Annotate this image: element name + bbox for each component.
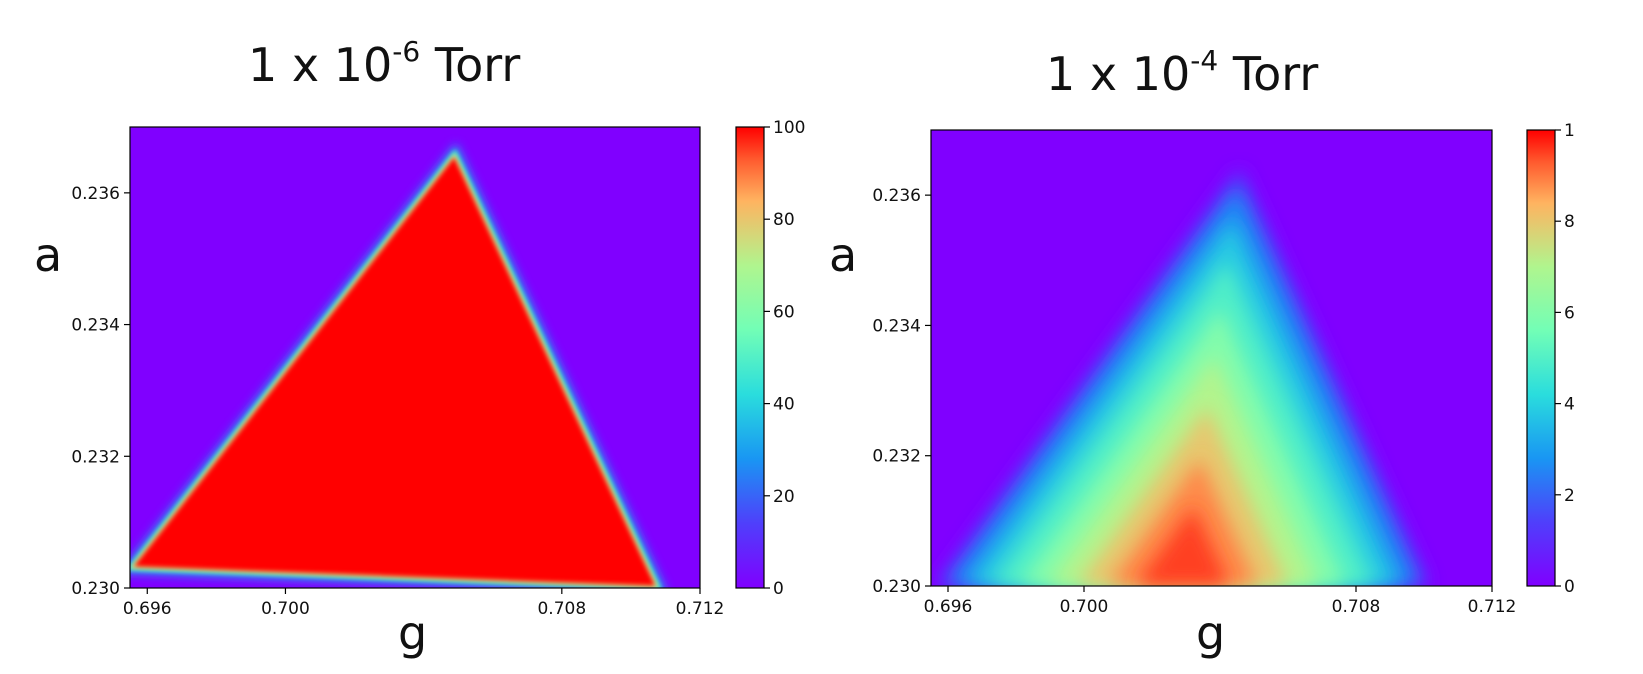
left-colorbar [736, 127, 764, 588]
right-colorbar-label-0: 0 [1564, 577, 1575, 597]
right-ytick-label-2: 0.234 [872, 316, 921, 336]
right-colorbar [1527, 130, 1555, 586]
right-xtick-label-3: 0.712 [1468, 597, 1517, 617]
left-title-exponent: -6 [392, 35, 421, 68]
left-colorbar-label-5: 100 [773, 118, 805, 138]
left-colorbar-label-3: 60 [773, 302, 795, 322]
left-colorbar-label-1: 20 [773, 487, 795, 507]
left-heatmap [130, 127, 700, 588]
left-triangle-band-3 [134, 157, 655, 586]
right-colorbar-label-4: 8 [1564, 212, 1575, 232]
left-ytick-label-3: 0.236 [71, 184, 120, 204]
right-ytick-label-0: 0.230 [872, 577, 921, 597]
right-colorbar-label-5: 1 [1564, 121, 1575, 141]
left-title-prefix: 1 x 10 [248, 38, 393, 92]
right-colorbar-label-1: 2 [1564, 486, 1575, 506]
left-xtick-label-1: 0.700 [261, 599, 310, 619]
right-panel-title: 1 x 10-4 Torr [1046, 44, 1319, 102]
left-ylabel: a [34, 228, 63, 282]
left-xtick-label-3: 0.712 [676, 599, 725, 619]
left-xtick-label-0: 0.696 [123, 599, 172, 619]
left-ytick-label-0: 0.230 [71, 579, 120, 599]
left-colorbar-label-0: 0 [773, 579, 784, 599]
left-ytick-label-2: 0.234 [71, 316, 120, 336]
right-title-prefix: 1 x 10 [1046, 47, 1191, 101]
left-ytick-label-1: 0.232 [71, 447, 120, 467]
right-title-suffix: Torr [1218, 47, 1319, 101]
left-title-suffix: Torr [420, 38, 521, 92]
right-ytick-label-3: 0.236 [872, 186, 921, 206]
right-xlabel: g [1196, 606, 1226, 660]
right-xtick-label-1: 0.700 [1060, 597, 1109, 617]
right-ytick-label-1: 0.232 [872, 447, 921, 467]
right-colorbar-label-2: 4 [1564, 395, 1575, 415]
left-panel-title: 1 x 10-6 Torr [248, 35, 521, 93]
left-colorbar-label-2: 40 [773, 395, 795, 415]
left-colorbar-frame [735, 126, 765, 589]
right-axes-frame [930, 129, 1493, 587]
right-heatmap [931, 130, 1492, 586]
left-xtick-label-2: 0.708 [537, 599, 586, 619]
right-xtick-label-2: 0.708 [1332, 597, 1381, 617]
right-ylabel: a [829, 228, 858, 282]
left-colorbar-label-4: 80 [773, 210, 795, 230]
right-colorbar-frame [1526, 129, 1556, 587]
right-triangle-band-8 [1135, 506, 1230, 586]
right-colorbar-label-3: 6 [1564, 303, 1575, 323]
left-axes-frame [129, 126, 701, 589]
right-title-exponent: -4 [1190, 44, 1219, 77]
left-xlabel: g [398, 606, 428, 660]
right-xtick-label-0: 0.696 [924, 597, 973, 617]
